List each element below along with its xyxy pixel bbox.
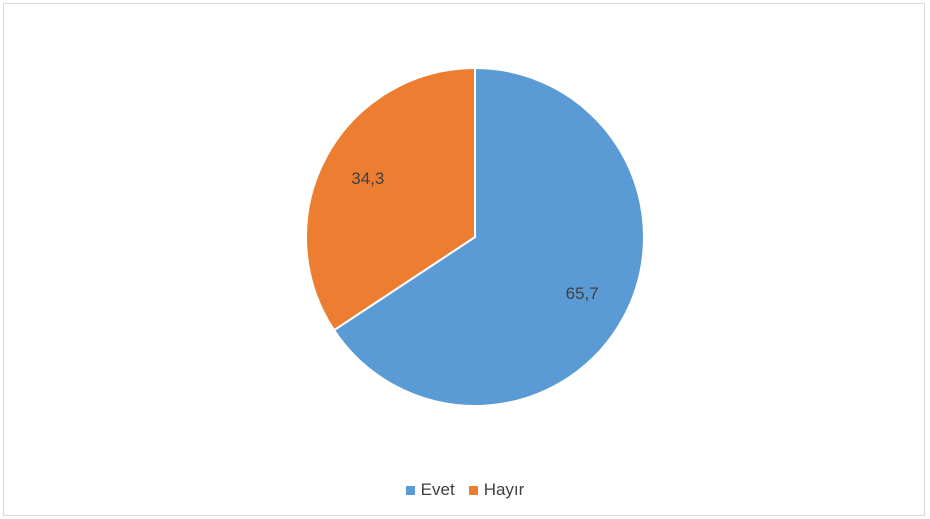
chart-area: 65,7 34,3 Evet Hayır xyxy=(3,3,925,516)
legend: Evet Hayır xyxy=(4,480,926,500)
pie-chart: 65,7 34,3 xyxy=(305,67,645,407)
pie-slice-hay-r xyxy=(305,67,476,332)
legend-item-hayir: Hayır xyxy=(468,480,525,500)
legend-label-evet: Evet xyxy=(420,480,455,499)
legend-item-evet: Evet xyxy=(405,480,455,500)
pie-slice-evet xyxy=(333,67,645,407)
data-label-hay-r: 34,3 xyxy=(351,169,384,188)
data-label-evet: 65,7 xyxy=(566,284,599,303)
legend-label-hayir: Hayır xyxy=(483,480,525,499)
legend-swatch-evet xyxy=(405,485,415,495)
legend-swatch-hayir xyxy=(468,485,478,495)
